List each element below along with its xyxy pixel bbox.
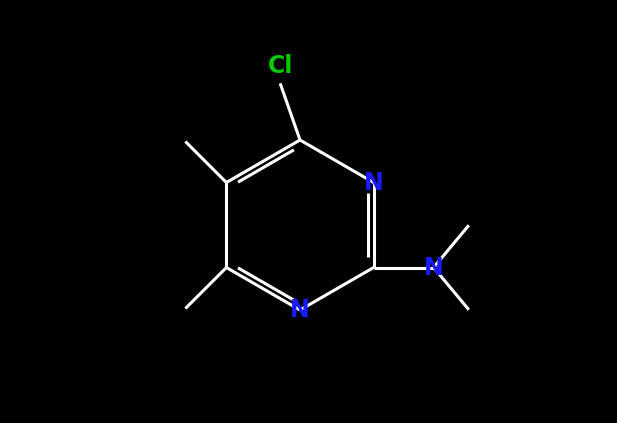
Text: N: N — [424, 255, 444, 280]
Text: N: N — [290, 298, 310, 322]
Text: N: N — [364, 170, 384, 195]
Text: Cl: Cl — [268, 55, 293, 78]
